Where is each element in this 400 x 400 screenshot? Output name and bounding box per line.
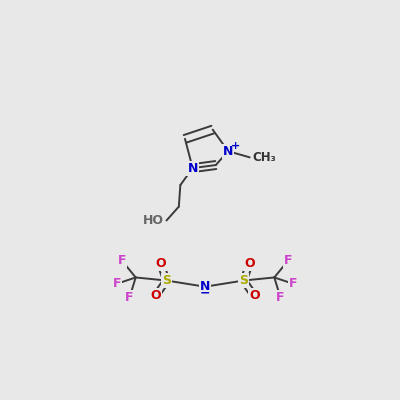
Text: N: N xyxy=(188,162,198,175)
Text: F: F xyxy=(118,254,126,267)
Text: HO: HO xyxy=(142,214,164,227)
Text: −: − xyxy=(200,287,210,300)
Text: F: F xyxy=(284,254,292,267)
Text: S: S xyxy=(239,274,248,287)
Text: N: N xyxy=(223,145,233,158)
Text: F: F xyxy=(288,277,297,290)
Text: O: O xyxy=(249,290,260,302)
Text: O: O xyxy=(150,290,161,302)
Text: N: N xyxy=(200,280,210,293)
Text: S: S xyxy=(162,274,171,287)
Text: O: O xyxy=(155,257,166,270)
Text: F: F xyxy=(113,277,122,290)
Text: F: F xyxy=(125,291,134,304)
Text: O: O xyxy=(244,257,255,270)
Text: CH₃: CH₃ xyxy=(253,151,276,164)
Text: +: + xyxy=(231,141,240,151)
Text: F: F xyxy=(276,291,285,304)
